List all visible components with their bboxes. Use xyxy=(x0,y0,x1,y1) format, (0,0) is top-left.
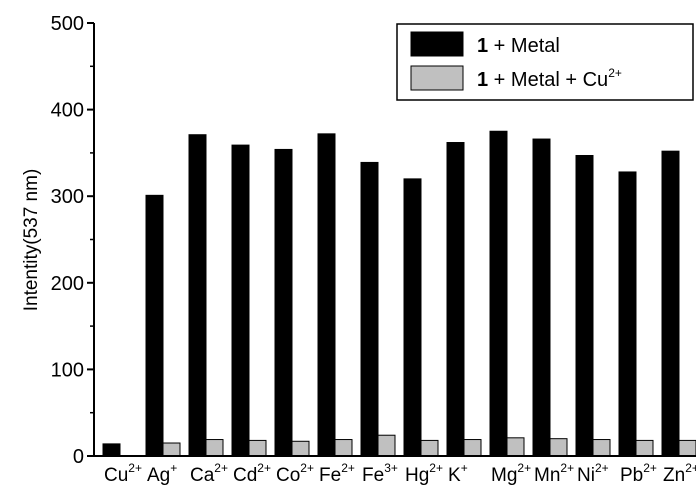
x-tick-label-12: Pb2+ xyxy=(620,461,657,486)
bar-s1-4 xyxy=(292,441,309,456)
bar-s0-9 xyxy=(490,131,507,456)
y-axis-label: Intentity(537 nm) xyxy=(21,169,42,312)
legend-label-1: 1 + Metal + Cu2+ xyxy=(477,66,622,91)
x-tick-label-2: Ca2+ xyxy=(190,461,228,486)
x-tick-label-1: Ag+ xyxy=(147,461,177,486)
x-tick-label-5: Fe2+ xyxy=(319,461,355,486)
y-tick-label-500: 500 xyxy=(51,13,84,35)
bar-s1-10 xyxy=(550,439,567,456)
bar-s0-13 xyxy=(662,151,679,456)
y-tick-label-100: 100 xyxy=(51,359,84,381)
y-tick-label-300: 300 xyxy=(51,186,84,208)
x-tick-label-0: Cu2+ xyxy=(104,461,142,486)
bar-s1-12 xyxy=(636,440,653,456)
bar-s0-7 xyxy=(404,179,421,456)
x-categories-group: Cu2+ Ag+ Ca2+ Cd2+ Co2+ Fe2+ Fe3+ Hg2+ K+ Mg2+ Mn2… xyxy=(104,461,696,486)
y-tick-label-400: 400 xyxy=(51,100,84,122)
x-tick-label-4: Co2+ xyxy=(276,461,314,486)
bar-s0-6 xyxy=(361,162,378,456)
bar-s1-8 xyxy=(464,440,481,456)
bar-s0-10 xyxy=(533,139,550,456)
x-tick-label-13: Zn2+ xyxy=(663,461,696,486)
bar-s1-1 xyxy=(163,443,180,456)
x-tick-label-10: Mn2+ xyxy=(534,461,574,486)
x-tick-label-3: Cd2+ xyxy=(233,461,271,486)
y-tick-label-0: 0 xyxy=(73,446,84,468)
bar-s0-11 xyxy=(576,155,593,456)
bar-s1-7 xyxy=(421,440,438,456)
x-tick-label-11: Ni2+ xyxy=(577,461,609,486)
bar-s0-4 xyxy=(275,149,292,456)
bar-s1-6 xyxy=(378,435,395,456)
bar-s0-0 xyxy=(103,444,120,456)
bar-s1-2 xyxy=(206,440,223,456)
x-tick-label-8: K+ xyxy=(448,461,468,486)
bar-s1-5 xyxy=(335,440,352,456)
legend: 1 + Metal 1 + Metal + Cu2+ xyxy=(397,24,693,100)
bar-s0-12 xyxy=(619,172,636,456)
bar-s0-8 xyxy=(447,143,464,456)
legend-label-0: 1 + Metal xyxy=(477,35,560,57)
bar-s1-9 xyxy=(507,438,524,456)
x-tick-label-9: Mg2+ xyxy=(491,461,531,486)
legend-swatch-1 xyxy=(411,66,463,90)
bar-s0-2 xyxy=(189,135,206,456)
bar-s0-5 xyxy=(318,134,335,456)
legend-swatch-0 xyxy=(411,32,463,56)
y-ticks-group: 0 100 200 300 400 500 xyxy=(51,13,94,468)
bar-s0-1 xyxy=(146,195,163,456)
x-tick-label-7: Hg2+ xyxy=(405,461,443,486)
y-tick-label-200: 200 xyxy=(51,273,84,295)
bars-group xyxy=(103,131,696,456)
bar-s1-3 xyxy=(249,440,266,456)
bar-s1-11 xyxy=(593,440,610,456)
bar-s1-13 xyxy=(679,440,696,456)
bar-s0-3 xyxy=(232,145,249,456)
x-tick-label-6: Fe3+ xyxy=(362,461,398,486)
